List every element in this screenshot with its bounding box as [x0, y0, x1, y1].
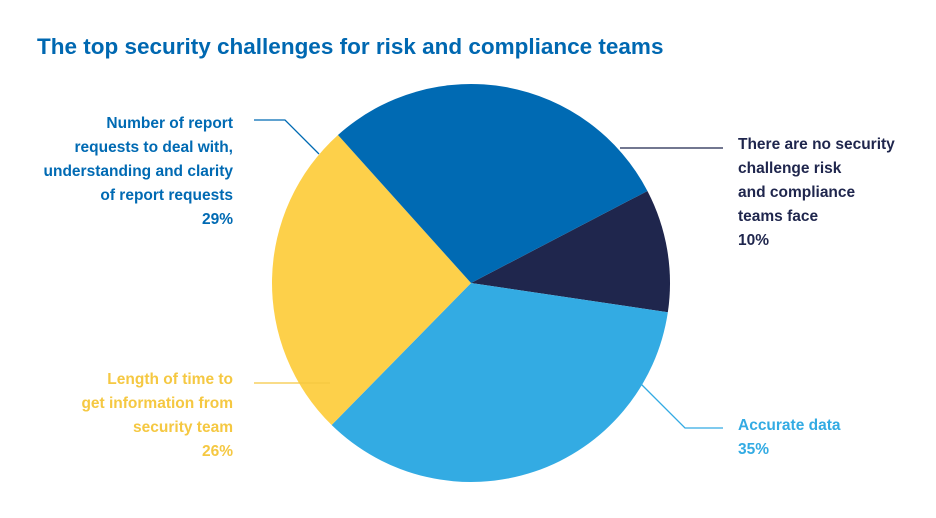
label-accurate-data-line-1: Accurate data — [738, 417, 841, 434]
label-no-challenge-line-1: There are no security — [738, 136, 895, 153]
label-no-challenge-line-4: teams face — [738, 208, 819, 225]
label-length-of-time-line-2: get information from — [81, 395, 233, 412]
pie-slice-report-requests — [337, 84, 648, 283]
pie-slice-accurate-data — [331, 283, 668, 482]
label-length-of-time-line-1: Length of time to — [107, 371, 233, 388]
label-report-requests-line-2: requests to deal with, — [74, 139, 233, 156]
label-no-challenge-value: 10% — [738, 232, 770, 249]
label-report-requests-value: 29% — [201, 211, 233, 228]
label-no-challenge-line-3: and compliance — [738, 184, 856, 201]
label-no-challenge-line-2: challenge risk — [738, 160, 842, 177]
pie-slice-no-challenge — [471, 190, 671, 313]
label-report-requests-line-4: of report requests — [100, 187, 233, 204]
label-length-of-time-line-3: security team — [133, 419, 233, 436]
label-no-challenge: There are no security challenge risk and… — [738, 133, 895, 253]
label-report-requests-line-3: understanding and clarity — [43, 163, 233, 180]
chart-title: The top security challenges for risk and… — [37, 34, 664, 59]
label-report-requests-line-1: Number of report — [106, 115, 233, 132]
label-accurate-data-value: 35% — [738, 441, 770, 458]
label-accurate-data: Accurate data 35% — [738, 414, 841, 462]
pie-slice-length-of-time — [272, 134, 471, 426]
label-report-requests: Number of report requests to deal with, … — [44, 112, 233, 232]
label-length-of-time: Length of time to get information from s… — [81, 368, 233, 464]
leader-line-accurate-data — [639, 382, 723, 429]
label-length-of-time-value: 26% — [201, 443, 233, 460]
leader-line-report-requests — [254, 119, 320, 155]
